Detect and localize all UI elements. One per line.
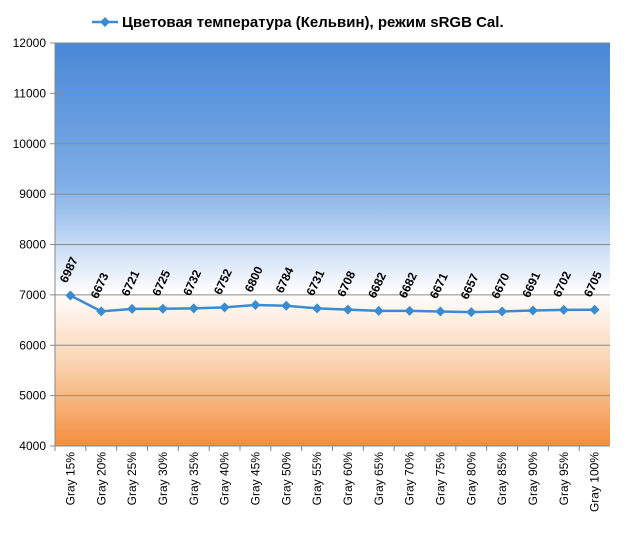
y-tick-label: 6000 — [19, 338, 46, 352]
point — [219, 302, 230, 313]
point — [312, 303, 323, 314]
legend-label: Цветовая температура (Кельвин), режим sR… — [122, 14, 504, 31]
point — [497, 306, 508, 317]
x-tick-label: Gray 100% — [588, 452, 602, 512]
x-tick-label: Gray 25% — [125, 452, 139, 506]
x-tick-label: Gray 35% — [187, 452, 201, 506]
y-tick-label: 8000 — [19, 238, 46, 252]
y-tick-label: 5000 — [19, 389, 46, 403]
x-tick-label: Gray 75% — [433, 452, 447, 506]
y-tick-label: 7000 — [19, 288, 46, 302]
x-tick-label: Gray 40% — [218, 452, 232, 506]
legend-marker — [100, 17, 110, 27]
point — [404, 305, 415, 316]
y-tick-label: 4000 — [19, 439, 46, 453]
point — [250, 299, 261, 310]
y-tick-label: 10000 — [13, 137, 47, 151]
point — [188, 303, 199, 314]
x-tick-label: Gray 95% — [557, 452, 571, 506]
x-tick-label: Gray 80% — [464, 452, 478, 506]
point — [373, 305, 384, 316]
x-tick-label: Gray 85% — [495, 452, 509, 506]
y-tick-label: 12000 — [13, 36, 47, 50]
x-tick-label: Gray 60% — [341, 452, 355, 506]
y-tick-label: 11000 — [14, 86, 47, 100]
x-tick-label: Gray 15% — [63, 452, 77, 506]
x-tick-label: Gray 45% — [248, 452, 262, 506]
x-tick-label: Gray 50% — [279, 452, 293, 506]
point — [65, 290, 76, 301]
point — [96, 306, 107, 317]
x-tick-label: Gray 70% — [403, 452, 417, 506]
point — [589, 304, 600, 315]
series-line — [69, 294, 595, 314]
legend: Цветовая температура (Кельвин), режим sR… — [92, 14, 504, 31]
point — [558, 304, 569, 315]
x-tick-label: Gray 90% — [526, 452, 540, 506]
point — [466, 307, 477, 318]
point — [435, 306, 446, 317]
x-tick-label: Gray 20% — [94, 452, 108, 506]
point — [342, 304, 353, 315]
point — [157, 303, 168, 314]
y-tick-label: 9000 — [19, 187, 46, 201]
point — [127, 303, 138, 314]
point — [281, 300, 292, 311]
x-tick-label: Gray 65% — [372, 452, 386, 506]
x-tick-label: Gray 55% — [310, 452, 324, 506]
x-tick-label: Gray 30% — [156, 452, 170, 506]
point — [527, 305, 538, 316]
